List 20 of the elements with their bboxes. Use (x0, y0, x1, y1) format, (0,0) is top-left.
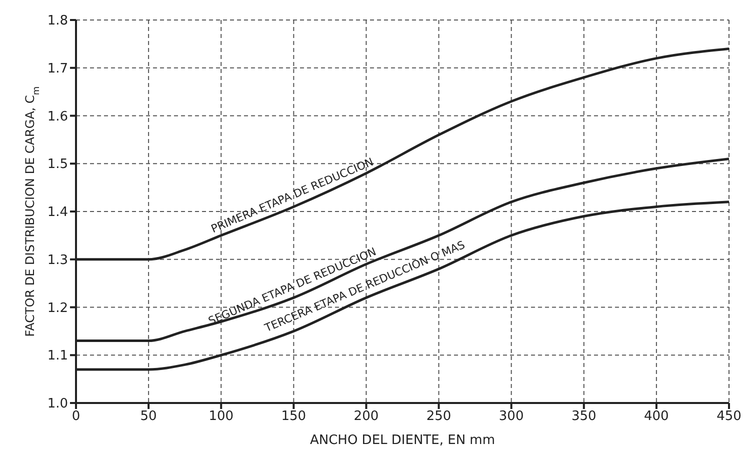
x-tick-label: 0 (72, 409, 80, 424)
x-tick-label: 200 (354, 409, 379, 424)
x-tick-label: 350 (571, 409, 596, 424)
y-tick-label: 1.8 (47, 14, 68, 29)
y-tick-label: 1.0 (47, 396, 68, 412)
x-tick-label: 50 (140, 409, 157, 424)
x-axis-title: ANCHO DEL DIENTE, EN mm (310, 433, 496, 448)
y-tick-label: 1.2 (47, 300, 68, 316)
y-tick-label: 1.4 (47, 205, 68, 220)
x-tick-label: 450 (716, 409, 742, 424)
x-tick-label: 300 (498, 409, 524, 424)
y-tick-label: 1.3 (47, 252, 68, 268)
y-tick-label: 1.6 (47, 109, 68, 124)
x-tick-label: 100 (208, 409, 234, 424)
x-tick-label: 250 (426, 409, 452, 424)
y-tick-label: 1.7 (47, 61, 68, 76)
x-tick-label: 150 (281, 409, 306, 424)
y-tick-label: 1.1 (47, 348, 68, 364)
x-tick-label: 400 (644, 409, 669, 424)
y-tick-label: 1.5 (47, 157, 68, 172)
